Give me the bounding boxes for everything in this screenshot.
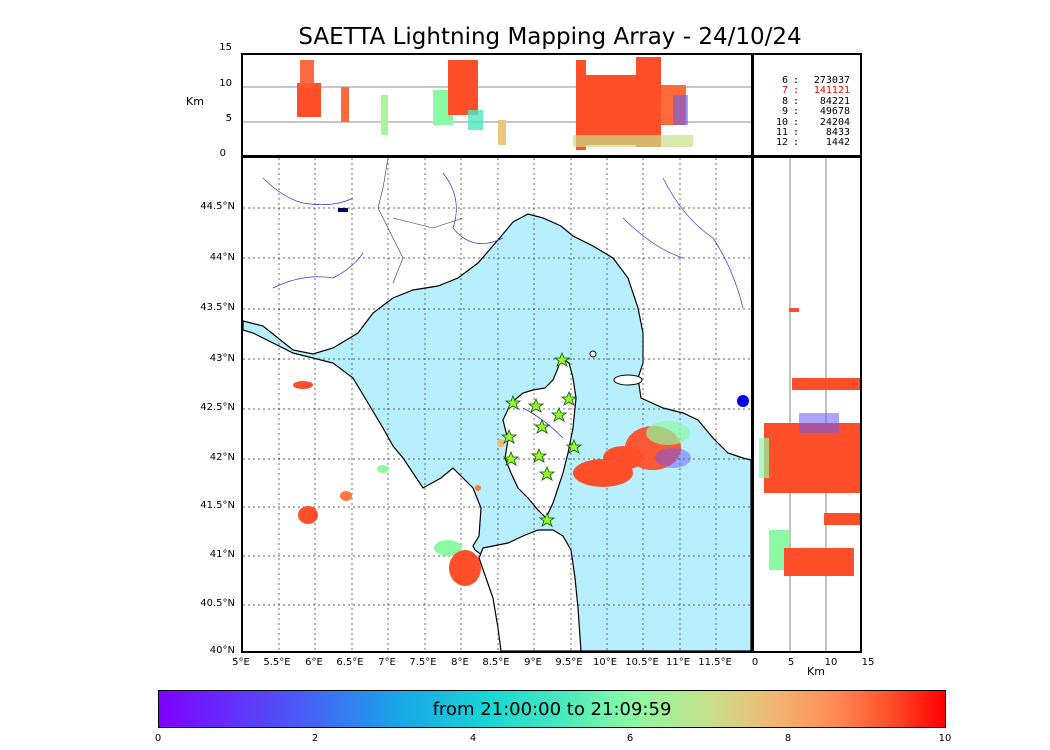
- lat-label: 40°N: [209, 645, 235, 656]
- star-icon: [502, 450, 520, 466]
- colorbar-tick: 6: [626, 733, 634, 744]
- lat-label: 44°N: [209, 252, 235, 263]
- lon-label: 10°E: [592, 657, 618, 668]
- lat-label: 41°N: [209, 549, 235, 560]
- star-icon: [538, 465, 556, 481]
- legend-row: 6:273037: [781, 75, 850, 86]
- lon-label: 11.5°E: [698, 657, 732, 668]
- star-icon: [530, 447, 548, 463]
- colorbar-tick: 2: [311, 733, 319, 744]
- lightning-sources-map: [293, 381, 691, 586]
- top-ytick-10: 10: [219, 78, 232, 89]
- lon-label: 9.5°E: [555, 657, 583, 668]
- altitude-latitude-panel: [752, 156, 862, 653]
- lat-label: 43.5°N: [200, 302, 235, 313]
- sea-area: [243, 213, 751, 651]
- lon-label: 6°E: [305, 657, 323, 668]
- lat-label: 41.5°N: [200, 500, 235, 511]
- colorbar-tick: 4: [469, 733, 477, 744]
- lightning-sources-side: [759, 308, 860, 576]
- lon-label: 7°E: [378, 657, 396, 668]
- corsica-island: [502, 357, 577, 520]
- legend-row: 9:49678: [781, 106, 850, 117]
- lat-label: 42°N: [209, 452, 235, 463]
- top-ytick-0: 0: [219, 148, 226, 159]
- colorbar-tick: 8: [784, 733, 792, 744]
- lat-label: 40.5°N: [200, 598, 235, 609]
- lon-label: 6.5°E: [336, 657, 364, 668]
- star-icon: [550, 406, 568, 422]
- colorbar: from 21:00:00 to 21:09:59: [158, 690, 946, 728]
- legend-row: 10:24204: [775, 117, 850, 128]
- top-panel-ylabel: Km: [186, 95, 204, 108]
- star-icon: [504, 394, 522, 410]
- legend-row: 11:8433: [775, 127, 850, 138]
- lon-label: 7.5°E: [409, 657, 437, 668]
- star-icon: [538, 511, 556, 527]
- legend-box: 6:273037 7:141121 8:84221 9:49678 10:242…: [752, 53, 862, 157]
- colorbar-tick: 10: [938, 733, 952, 744]
- lat-label: 42.5°N: [200, 402, 235, 413]
- colorbar-tick: 0: [154, 733, 162, 744]
- legend-row: 7:141121: [781, 85, 850, 96]
- lat-label: 44.5°N: [200, 201, 235, 212]
- lon-label: 5°E: [232, 657, 250, 668]
- chart-title: SAETTA Lightning Mapping Array - 24/10/2…: [298, 24, 802, 50]
- top-ytick-15: 15: [219, 42, 232, 53]
- top-ytick-5: 5: [225, 113, 232, 124]
- star-icon: [527, 397, 545, 413]
- map-panel: [241, 156, 753, 653]
- lon-label: 11°E: [665, 657, 691, 668]
- star-icon: [565, 438, 583, 454]
- legend-row: 8:84221: [781, 96, 850, 107]
- star-icon: [500, 428, 518, 444]
- lat-label: 43°N: [209, 353, 235, 364]
- star-icon: [553, 351, 571, 367]
- legend-row: 12:1442: [775, 137, 850, 148]
- side-xtick: 5: [787, 657, 795, 668]
- lon-label: 9°E: [524, 657, 542, 668]
- lon-label: 8°E: [451, 657, 469, 668]
- star-icon: [533, 418, 551, 434]
- lon-label: 8.5°E: [482, 657, 510, 668]
- lightning-sources-top: [297, 57, 693, 150]
- altitude-longitude-panel: [241, 53, 753, 157]
- stations: [500, 351, 583, 527]
- side-xtick: 15: [861, 657, 875, 668]
- sardinia-island: [478, 529, 582, 651]
- side-xtick: 0: [751, 657, 759, 668]
- side-panel-xlabel: Km: [807, 665, 825, 678]
- lon-label: 10.5°E: [625, 657, 659, 668]
- lon-label: 5.5°E: [263, 657, 291, 668]
- star-icon: [560, 390, 578, 406]
- colorbar-time-range: from 21:00:00 to 21:09:59: [432, 699, 672, 720]
- side-xtick: 10: [824, 657, 838, 668]
